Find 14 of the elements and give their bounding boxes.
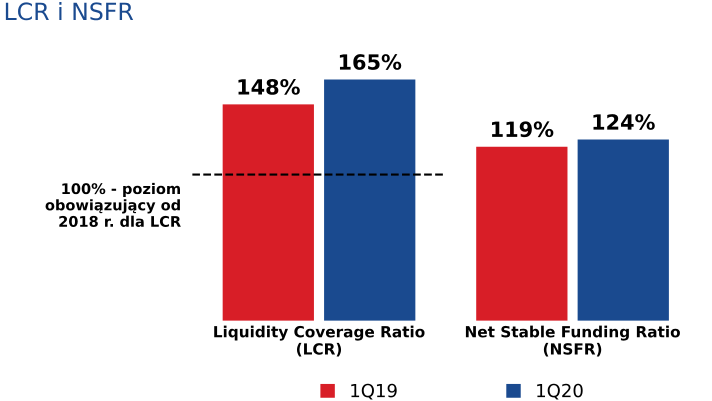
bar <box>324 79 416 321</box>
legend-label: 1Q20 <box>537 384 583 400</box>
chart-title: LCR i NSFR <box>6 2 134 20</box>
data-label: 124% <box>593 114 655 130</box>
ref-line-label: 100% - poziom obowiązujący od 2018 r. dla LCR <box>46 182 181 227</box>
bar <box>476 146 568 321</box>
data-label: 148% <box>238 79 300 95</box>
bar <box>222 104 314 321</box>
bar <box>578 139 669 321</box>
x-tick-label: Net Stable Funding Ratio (NSFR) <box>466 326 680 357</box>
data-label: 119% <box>492 121 554 138</box>
x-tick-label: Liquidity Coverage Ratio (LCR) <box>214 326 425 357</box>
legend-label: 1Q19 <box>351 384 397 400</box>
data-label: 165% <box>340 54 402 70</box>
